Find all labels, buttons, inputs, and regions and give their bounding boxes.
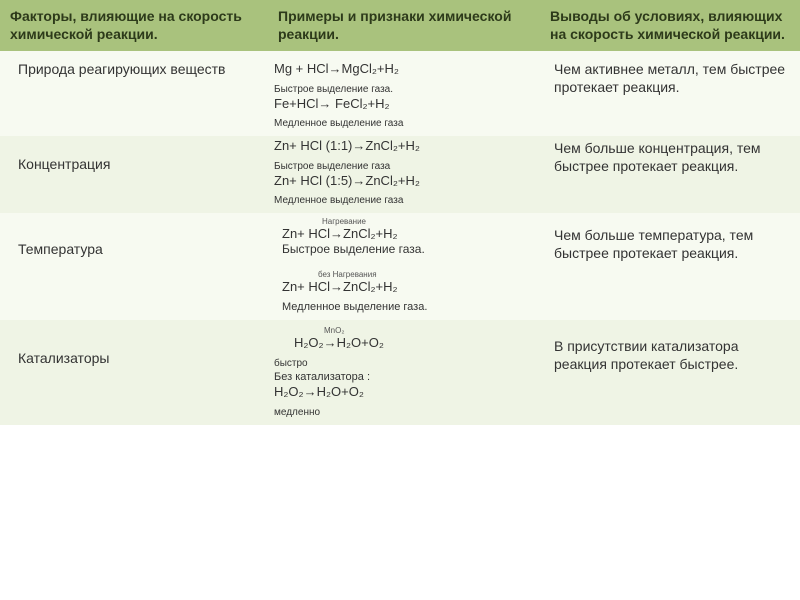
example-note: Быстрое выделение газа. — [282, 242, 524, 258]
conclusion-cell: Чем больше температура, тем быстрее прот… — [536, 213, 800, 320]
example-note: Быстрое выделение газа — [274, 160, 524, 173]
example-cell: Mg + HCl→MgCl₂+H₂ Быстрое выделение газа… — [268, 51, 536, 136]
factor-label: Концентрация — [18, 156, 256, 174]
example-cell: MnO₂ H₂O₂→H₂O+O₂ быстро Без катализатора… — [268, 320, 536, 424]
example-note: Медленное выделение газа. — [282, 300, 524, 314]
catalyst-label: MnO₂ — [274, 326, 524, 335]
example-note: быстро — [274, 357, 524, 370]
conclusion-cell: Чем больше концентрация, тем быстрее про… — [536, 136, 800, 213]
equation: Fe+HCl→ FeCl₂+H₂ — [274, 96, 524, 112]
equation: H₂O₂→H₂O+O₂ — [274, 384, 524, 400]
example-cell: Нагревание Zn+ HCl→ZnCl₂+H₂ Быстрое выде… — [268, 213, 536, 320]
factor-cell: Природа реагирующих веществ — [0, 51, 268, 136]
header-conclusions: Выводы об условиях, влияющих на скорость… — [536, 0, 800, 51]
header-examples: Примеры и признаки химической реакции. — [268, 0, 536, 51]
equation: H₂O₂→H₂O+O₂ — [274, 335, 524, 351]
conclusion-text: Чем активнее металл, тем быстрее протека… — [554, 61, 788, 96]
condition-label: без Нагревания — [282, 270, 524, 279]
equation: Zn+ HCl (1:5)→ZnCl₂+H₂ — [274, 173, 524, 189]
note-text: Медленное выделение газа. — [282, 301, 427, 313]
equation: Zn+ HCl→ZnCl₂+H₂ — [282, 279, 524, 295]
factor-label: Катализаторы — [18, 350, 256, 368]
table-row: Температура Нагревание Zn+ HCl→ZnCl₂+H₂ … — [0, 213, 800, 320]
conclusion-text: В присутствии катализатора реакция проте… — [554, 338, 788, 373]
example-note: Без катализатора : — [274, 370, 524, 384]
table-row: Катализаторы MnO₂ H₂O₂→H₂O+O₂ быстро Без… — [0, 320, 800, 424]
conclusion-cell: В присутствии катализатора реакция проте… — [536, 320, 800, 424]
example-note: Быстрое выделение газа. — [274, 83, 524, 96]
conclusion-cell: Чем активнее металл, тем быстрее протека… — [536, 51, 800, 136]
equation: Zn+ HCl (1:1)→ZnCl₂+H₂ — [274, 138, 524, 154]
conclusion-text: Чем больше температура, тем быстрее прот… — [554, 227, 788, 262]
example-cell: Zn+ HCl (1:1)→ZnCl₂+H₂ Быстрое выделение… — [268, 136, 536, 213]
factor-label: Природа реагирующих веществ — [18, 61, 256, 79]
table-header-row: Факторы, влияющие на скорость химической… — [0, 0, 800, 51]
example-note: медленно — [274, 406, 524, 419]
equation: Zn+ HCl→ZnCl₂+H₂ — [282, 226, 524, 242]
example-note: Медленное выделение газа — [274, 194, 524, 207]
example-note: Медленное выделение газа — [274, 117, 524, 130]
table-row: Концентрация Zn+ HCl (1:1)→ZnCl₂+H₂ Быст… — [0, 136, 800, 213]
equation: Mg + HCl→MgCl₂+H₂ — [274, 61, 524, 77]
header-factors: Факторы, влияющие на скорость химической… — [0, 0, 268, 51]
factor-cell: Температура — [0, 213, 268, 320]
factor-cell: Катализаторы — [0, 320, 268, 424]
condition-label: Нагревание — [282, 217, 524, 226]
table-row: Природа реагирующих веществ Mg + HCl→MgC… — [0, 51, 800, 136]
factor-label: Температура — [18, 241, 256, 259]
conclusion-text: Чем больше концентрация, тем быстрее про… — [554, 140, 788, 175]
factors-table: Факторы, влияющие на скорость химической… — [0, 0, 800, 425]
factor-cell: Концентрация — [0, 136, 268, 213]
